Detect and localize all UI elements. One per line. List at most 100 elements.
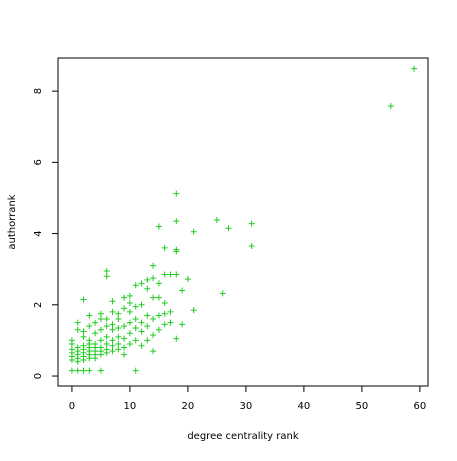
point bbox=[103, 333, 110, 340]
point bbox=[144, 337, 151, 344]
point bbox=[97, 367, 104, 374]
point bbox=[173, 246, 180, 253]
x-tick-label: 20 bbox=[182, 401, 195, 412]
point bbox=[103, 267, 110, 274]
point bbox=[86, 337, 93, 344]
point bbox=[68, 367, 75, 374]
point bbox=[109, 308, 116, 315]
point bbox=[74, 367, 81, 374]
point bbox=[115, 333, 122, 340]
point bbox=[144, 276, 151, 283]
point bbox=[155, 223, 162, 230]
point bbox=[68, 346, 75, 353]
point bbox=[97, 337, 104, 344]
point bbox=[150, 348, 157, 355]
point bbox=[126, 300, 133, 307]
point bbox=[155, 326, 162, 333]
point bbox=[97, 344, 104, 351]
point bbox=[121, 305, 128, 312]
point bbox=[150, 316, 157, 323]
point bbox=[109, 337, 116, 344]
point bbox=[411, 65, 418, 72]
x-tick-label: 10 bbox=[124, 401, 137, 412]
point bbox=[190, 307, 197, 314]
y-tick-label: 8 bbox=[33, 88, 44, 94]
point bbox=[179, 321, 186, 328]
point bbox=[132, 367, 139, 374]
point bbox=[92, 319, 99, 326]
point bbox=[387, 103, 394, 110]
point bbox=[150, 332, 157, 339]
point bbox=[132, 324, 139, 331]
point bbox=[97, 326, 104, 333]
point bbox=[109, 326, 116, 333]
point bbox=[132, 337, 139, 344]
point bbox=[126, 319, 133, 326]
point bbox=[115, 324, 122, 331]
point bbox=[115, 346, 122, 353]
point bbox=[155, 294, 162, 301]
point bbox=[150, 275, 157, 282]
point bbox=[68, 337, 75, 344]
point bbox=[80, 328, 87, 335]
x-axis-label: degree centrality rank bbox=[187, 431, 299, 442]
point bbox=[167, 271, 174, 278]
point bbox=[225, 225, 232, 232]
point bbox=[92, 330, 99, 337]
point bbox=[184, 276, 191, 283]
x-tick-label: 60 bbox=[414, 401, 427, 412]
point bbox=[103, 323, 110, 330]
point bbox=[121, 335, 128, 342]
point bbox=[109, 348, 116, 355]
point bbox=[109, 298, 116, 305]
point bbox=[109, 342, 116, 349]
point bbox=[132, 316, 139, 323]
point bbox=[150, 294, 157, 301]
point bbox=[115, 316, 122, 323]
point bbox=[74, 344, 81, 351]
point bbox=[80, 367, 87, 374]
point bbox=[138, 280, 145, 287]
point bbox=[80, 333, 87, 340]
point bbox=[115, 340, 122, 347]
point bbox=[144, 323, 151, 330]
point bbox=[74, 326, 81, 333]
point bbox=[161, 244, 168, 251]
point bbox=[190, 228, 197, 235]
point bbox=[121, 323, 128, 330]
point bbox=[161, 300, 168, 307]
point bbox=[138, 319, 145, 326]
point bbox=[138, 301, 145, 308]
point bbox=[92, 340, 99, 347]
point bbox=[103, 316, 110, 323]
point bbox=[173, 271, 180, 278]
point bbox=[115, 310, 122, 317]
point bbox=[103, 346, 110, 353]
point bbox=[219, 290, 226, 297]
point bbox=[121, 294, 128, 301]
point bbox=[248, 220, 255, 227]
point bbox=[132, 303, 139, 310]
point bbox=[109, 321, 116, 328]
point bbox=[121, 351, 128, 358]
point bbox=[103, 273, 110, 280]
point bbox=[144, 285, 151, 292]
x-tick-label: 30 bbox=[240, 401, 253, 412]
y-axis-label: authorrank bbox=[7, 194, 18, 249]
point bbox=[248, 243, 255, 250]
point bbox=[126, 340, 133, 347]
point bbox=[155, 312, 162, 319]
point bbox=[138, 342, 145, 349]
point bbox=[173, 335, 180, 342]
point bbox=[167, 308, 174, 315]
point bbox=[121, 344, 128, 351]
point bbox=[138, 328, 145, 335]
point bbox=[86, 367, 93, 374]
y-tick-label: 0 bbox=[33, 373, 44, 379]
point bbox=[179, 287, 186, 294]
point bbox=[97, 316, 104, 323]
point bbox=[126, 308, 133, 315]
y-tick-label: 2 bbox=[33, 302, 44, 308]
point bbox=[173, 190, 180, 197]
